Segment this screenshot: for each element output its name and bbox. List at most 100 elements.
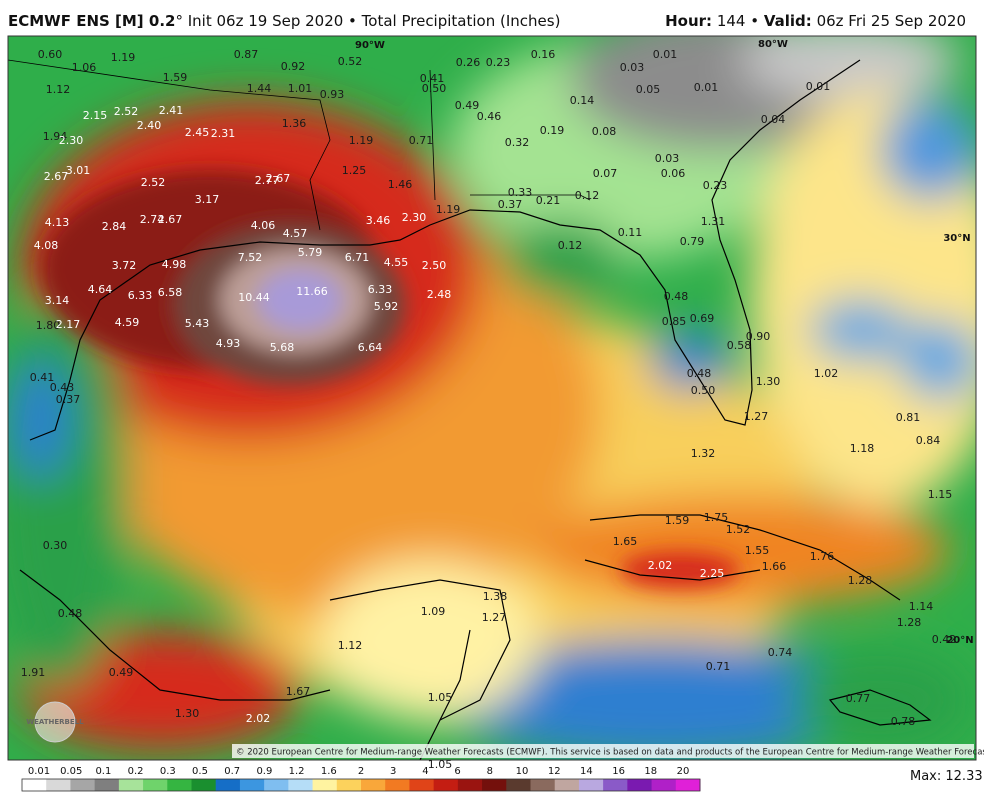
- precip-label: 4.57: [283, 227, 308, 240]
- colorbar-tick-label: 2: [358, 766, 364, 777]
- precip-label: 4.08: [34, 239, 59, 252]
- precip-label: 1.25: [342, 164, 367, 177]
- precip-label: 0.49: [455, 99, 480, 112]
- valid-label: Valid:: [763, 12, 812, 30]
- precip-label: 1.27: [482, 611, 507, 624]
- hour: 144 •: [716, 12, 760, 30]
- logo-mark: [34, 701, 76, 743]
- precip-label: 0.41: [420, 72, 445, 85]
- colorbar-tick-label: 0.3: [160, 766, 176, 777]
- precip-label: 4.93: [216, 337, 241, 350]
- colorbar-frame: [21, 778, 701, 792]
- precip-label: 1.32: [691, 447, 716, 460]
- colorbar-swatch: [70, 779, 96, 791]
- precip-label: 1.55: [745, 544, 770, 557]
- colorbar-swatch: [603, 779, 628, 791]
- value-labels: 0.60 1.06 1.19 1.59 0.87 0.92 0.52 0.16 0.01 0.03…: [21, 48, 957, 771]
- header-right: Hour: 144 • Valid: 06z Fri 25 Sep 2020: [665, 12, 966, 30]
- precip-label: 2.84: [102, 220, 127, 233]
- colorbar-swatch: [118, 779, 144, 791]
- colorbar-tick-label: 0.01: [28, 766, 50, 777]
- precip-label: 0.49: [109, 666, 134, 679]
- precip-label: 2.25: [700, 567, 725, 580]
- colorbar-tick-label: 0.9: [256, 766, 272, 777]
- precip-label: 0.19: [540, 124, 565, 137]
- precip-label: 2.02: [246, 712, 271, 725]
- precip-label: 0.30: [43, 539, 68, 552]
- precip-label: 10.44: [238, 291, 270, 304]
- precip-label: 0.74: [768, 646, 793, 659]
- precip-label: 0.37: [56, 393, 81, 406]
- precip-label: 1.94: [43, 130, 68, 143]
- precip-label: 0.23: [703, 179, 728, 192]
- precip-label: 2.74: [140, 213, 165, 226]
- gridline-label: 90°W: [355, 40, 385, 51]
- precip-label: 4.06: [251, 219, 276, 232]
- precip-label: 0.78: [891, 715, 916, 728]
- precip-label: 0.05: [636, 83, 661, 96]
- precip-label: 4.64: [88, 283, 113, 296]
- precip-label: 2.67: [158, 213, 183, 226]
- colorbar-tick-label: 3: [390, 766, 396, 777]
- precip-label: 0.01: [694, 81, 719, 94]
- gridline-label: 80°W: [758, 39, 788, 50]
- precip-label: 3.01: [66, 164, 91, 177]
- precip-label: 1.36: [282, 117, 307, 130]
- precip-label: 0.87: [234, 48, 259, 61]
- precip-label: 0.12: [558, 239, 583, 252]
- precip-label: 4.13: [45, 216, 70, 229]
- precip-label: 0.08: [592, 125, 617, 138]
- precip-label: 1.52: [726, 523, 751, 536]
- colorbar-swatch: [506, 779, 531, 791]
- precip-label: 1.91: [21, 666, 46, 679]
- precip-label: 5.68: [270, 341, 295, 354]
- precip-label: 0.77: [846, 692, 871, 705]
- precip-label: 1.66: [762, 560, 787, 573]
- colorbar-tick-label: 0.7: [224, 766, 240, 777]
- precip-label: 0.48: [664, 290, 689, 303]
- precip-label: 2.31: [211, 127, 236, 140]
- precip-label: 0.71: [706, 660, 731, 673]
- precip-label: 0.93: [320, 88, 345, 101]
- colorbar-swatch: [457, 779, 483, 791]
- copyright-bg: [232, 744, 974, 758]
- precip-label: 2.15: [83, 109, 108, 122]
- colorbar-swatch: [312, 779, 338, 791]
- precip-label: 1.18: [850, 442, 875, 455]
- precip-label: 1.67: [286, 685, 311, 698]
- precip-label: 6.33: [128, 289, 153, 302]
- precip-label: 0.58: [727, 339, 752, 352]
- colorbar-swatch: [554, 779, 580, 791]
- precip-label: 2.77: [255, 174, 280, 187]
- colorbar-swatch: [239, 779, 265, 791]
- precip-label: 0.48: [687, 367, 712, 380]
- precip-label: 2.52: [114, 105, 139, 118]
- precip-label: 2.48: [427, 288, 452, 301]
- gridline-label: 30°N: [943, 233, 970, 244]
- colorbar-swatch: [167, 779, 192, 791]
- model: ECMWF ENS [M] 0.2: [8, 12, 176, 30]
- precip-label: 1.80: [36, 319, 61, 332]
- precip-label: 0.84: [916, 434, 941, 447]
- precip-label: 0.52: [338, 55, 363, 68]
- precip-label: 0.14: [570, 94, 595, 107]
- precip-label: 1.31: [701, 215, 726, 228]
- precip-label: 1.01: [288, 82, 313, 95]
- colorbar-tick-label: 0.5: [192, 766, 208, 777]
- precip-label: 2.41: [159, 104, 184, 117]
- colorbar-swatch: [385, 779, 410, 791]
- precip-label: 0.50: [422, 82, 447, 95]
- colorbar-tick-label: 10: [516, 766, 529, 777]
- precip-label: 0.01: [806, 80, 831, 93]
- colorbar-swatch: [409, 779, 435, 791]
- precip-label: 2.40: [137, 119, 162, 132]
- precip-label: 4.55: [384, 256, 409, 269]
- precip-label: 1.65: [613, 535, 638, 548]
- precip-label: 0.04: [761, 113, 786, 126]
- precip-label: 7.52: [238, 251, 263, 264]
- colorbar-swatch: [530, 779, 556, 791]
- precip-label: 0.42: [932, 633, 957, 646]
- precip-label: 0.01: [653, 48, 678, 61]
- precip-label: 5.79: [298, 246, 323, 259]
- precip-label: 6.58: [158, 286, 183, 299]
